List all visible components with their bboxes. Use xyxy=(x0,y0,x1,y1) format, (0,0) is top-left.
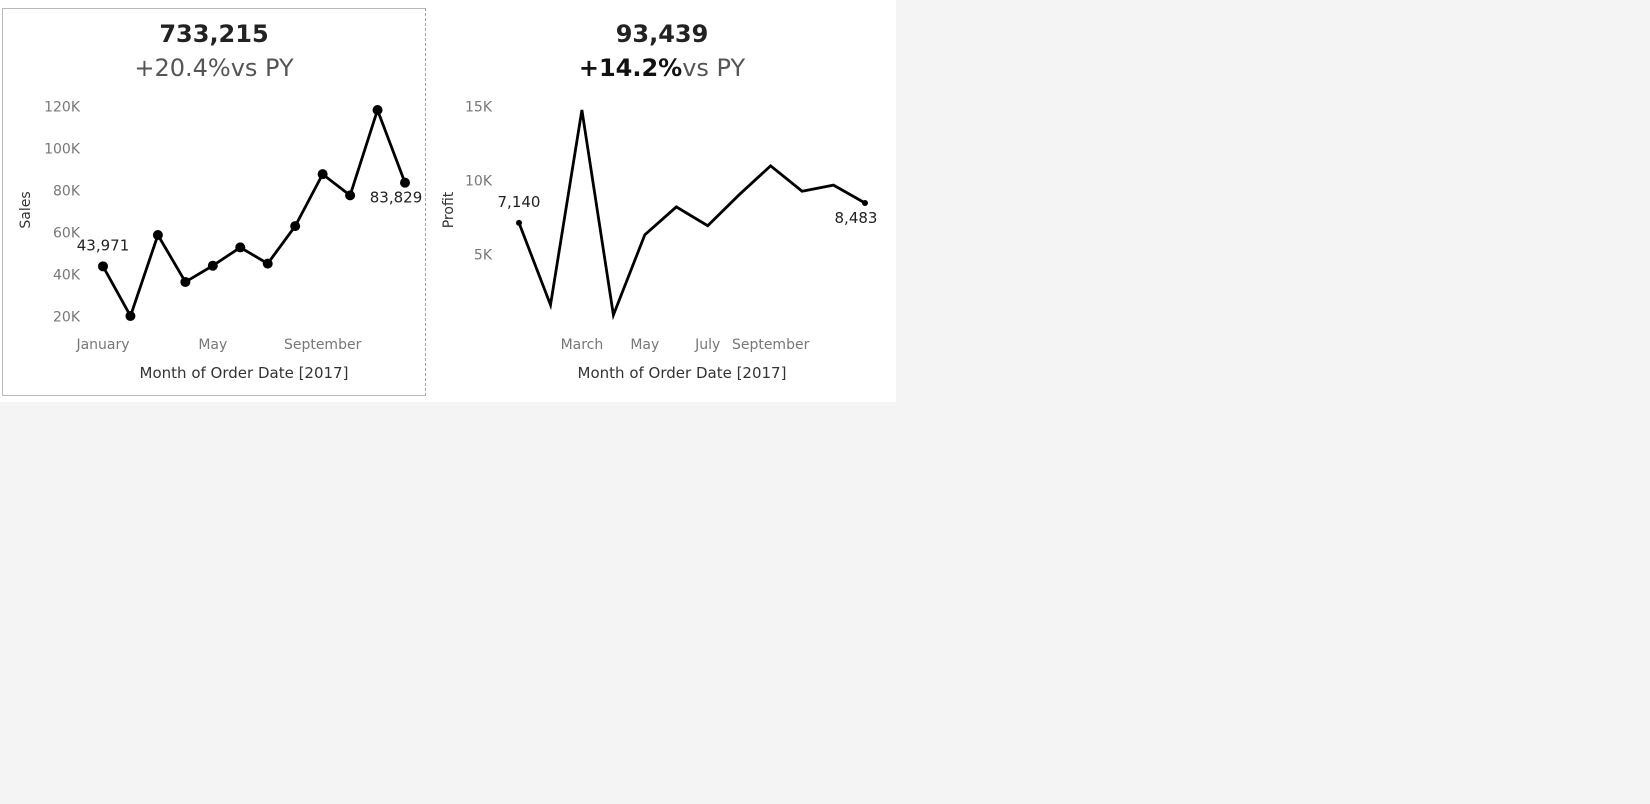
sales-y-tick-label: 40K xyxy=(53,268,81,284)
profit-line-chart[interactable]: 5K 10K 15K March May July September Month of Or… xyxy=(428,0,896,402)
sales-x-tick-label: May xyxy=(198,337,227,353)
profit-series-line xyxy=(517,109,866,321)
profit-kpi-suffix: vs PY xyxy=(682,54,746,82)
sales-y-tick-label: 100K xyxy=(44,142,81,158)
profit-panel[interactable]: 93,439 +14.2%vs PY 5K 10K 15K March May July S… xyxy=(428,0,896,402)
sales-x-axis-title: Month of Order Date [2017] xyxy=(140,364,349,382)
sales-data-point xyxy=(372,105,383,115)
sales-y-axis-title: Sales xyxy=(18,191,34,228)
sales-kpi-change: +20.4%vs PY xyxy=(0,54,428,82)
sales-kpi-value: 733,215 xyxy=(159,20,269,48)
sales-data-point xyxy=(400,177,410,188)
profit-x-tick-label: March xyxy=(561,337,604,353)
sales-data-point xyxy=(207,260,218,271)
sales-data-label: 83,829 xyxy=(370,189,423,207)
sales-data-point xyxy=(317,169,328,180)
sales-data-point xyxy=(180,276,191,287)
sales-data-point xyxy=(235,242,246,253)
profit-kpi-change: +14.2%vs PY xyxy=(428,54,896,82)
profit-x-tick-label: September xyxy=(732,337,810,353)
sales-series-line xyxy=(101,105,407,320)
sales-kpi-change-pct: +20.4% xyxy=(134,54,231,82)
sales-data-point xyxy=(125,311,136,321)
sales-data-point xyxy=(290,221,301,232)
dashboard: 733,215 +20.4%vs PY 20K 40K 60K 80K 100K 120K… xyxy=(0,0,896,402)
sales-y-tick-label: 20K xyxy=(53,310,81,326)
sales-y-tick-label: 60K xyxy=(53,226,81,242)
profit-kpi-value: 93,439 xyxy=(615,20,709,48)
profit-y-tick-label: 15K xyxy=(465,99,493,115)
sales-data-point xyxy=(262,258,273,269)
profit-data-label: 7,140 xyxy=(498,193,541,211)
profit-data-label: 8,483 xyxy=(835,209,878,227)
profit-y-tick-label: 10K xyxy=(465,173,493,189)
sales-data-point xyxy=(98,261,108,272)
sales-data-point xyxy=(345,190,356,201)
profit-y-axis-title: Profit xyxy=(441,191,457,228)
profit-x-tick-label: July xyxy=(694,337,720,353)
sales-data-point xyxy=(152,230,163,241)
sales-y-tick-label: 80K xyxy=(53,184,81,200)
profit-x-tick-label: May xyxy=(630,337,659,353)
sales-x-tick-label: September xyxy=(284,337,362,353)
sales-y-tick-label: 120K xyxy=(44,100,81,116)
profit-y-tick-label: 5K xyxy=(474,248,493,264)
sales-line-chart[interactable]: 20K 40K 60K 80K 100K 120K January May September M… xyxy=(0,0,428,402)
sales-panel[interactable]: 733,215 +20.4%vs PY 20K 40K 60K 80K 100K 120K… xyxy=(0,0,428,402)
sales-kpi-suffix: vs PY xyxy=(230,54,294,82)
profit-data-point xyxy=(516,219,522,226)
profit-kpi-change-pct: +14.2% xyxy=(578,54,683,82)
sales-data-label: 43,971 xyxy=(77,236,130,254)
sales-x-tick-label: January xyxy=(75,337,129,353)
profit-data-point xyxy=(862,199,868,206)
profit-x-axis-title: Month of Order Date [2017] xyxy=(578,364,787,382)
